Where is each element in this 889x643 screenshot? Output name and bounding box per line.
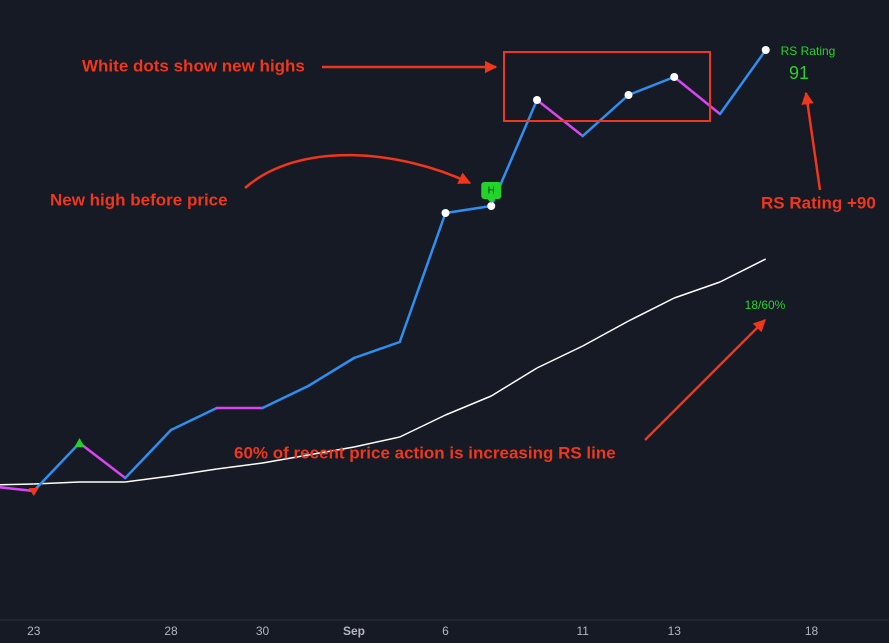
annotation: New high before price: [50, 190, 228, 209]
annotation: RS Rating +90: [761, 193, 876, 212]
line-segment: [490, 367, 538, 397]
line-segment: [261, 384, 310, 410]
arrow: [644, 319, 766, 441]
line-segment: [536, 345, 584, 369]
line-segment: [628, 297, 675, 322]
new-high-dot: [533, 96, 541, 104]
badge-pointer: [487, 199, 496, 203]
line-segment: [718, 48, 767, 116]
line-segment: [674, 281, 721, 299]
line-segment: [170, 468, 217, 477]
x-tick-label: 23: [27, 624, 41, 638]
line-segment: [262, 454, 309, 464]
x-tick-label: 18: [805, 624, 819, 638]
line-segment: [308, 446, 355, 456]
x-tick-label: 28: [164, 624, 178, 638]
new-high-dot: [624, 91, 633, 99]
new-high-dot: [670, 73, 679, 81]
x-tick-label: Sep: [343, 624, 365, 638]
line-segment: [0, 483, 34, 486]
ratio-label: 18/60%: [745, 298, 786, 312]
line-segment: [124, 428, 173, 480]
line-segment: [353, 436, 400, 448]
line-segment: [78, 441, 127, 480]
line-segment: [169, 406, 218, 432]
line-segment: [673, 75, 722, 116]
x-tick-label: 13: [668, 624, 682, 638]
line-segment: [399, 414, 446, 438]
line-segment: [0, 486, 35, 493]
highlight-box: [503, 51, 711, 122]
line-segment: [582, 320, 629, 347]
down-marker: [28, 488, 39, 496]
line-segment: [32, 441, 81, 493]
line-segment: [398, 211, 447, 344]
line-segment: [627, 75, 676, 97]
x-tick-label: 11: [577, 624, 590, 638]
x-tick-label: 6: [442, 624, 449, 638]
badge-label: H: [488, 186, 495, 197]
badge: [481, 182, 502, 199]
line-segment: [352, 340, 401, 360]
annotation: 60% of recent price action is increasing…: [234, 443, 616, 462]
arrow: [801, 91, 822, 191]
rs-label: RS Rating: [781, 44, 836, 58]
rs-rating: 91: [789, 63, 809, 83]
annotation: White dots show new highs: [82, 56, 305, 75]
line-segment: [535, 98, 584, 138]
arrow: [244, 153, 472, 189]
up-marker: [74, 438, 85, 447]
line-segment: [719, 258, 767, 283]
plot: H: [0, 46, 770, 496]
line-segment: [445, 395, 492, 416]
line-segment: [216, 462, 263, 470]
line-segment: [581, 93, 630, 138]
new-high-dot: [761, 46, 770, 54]
line-segment: [125, 475, 172, 483]
new-high-dot: [487, 202, 496, 210]
line-segment: [307, 356, 356, 388]
line-segment: [444, 204, 493, 215]
x-tick-label: 30: [256, 624, 270, 638]
new-high-dot: [441, 209, 450, 217]
